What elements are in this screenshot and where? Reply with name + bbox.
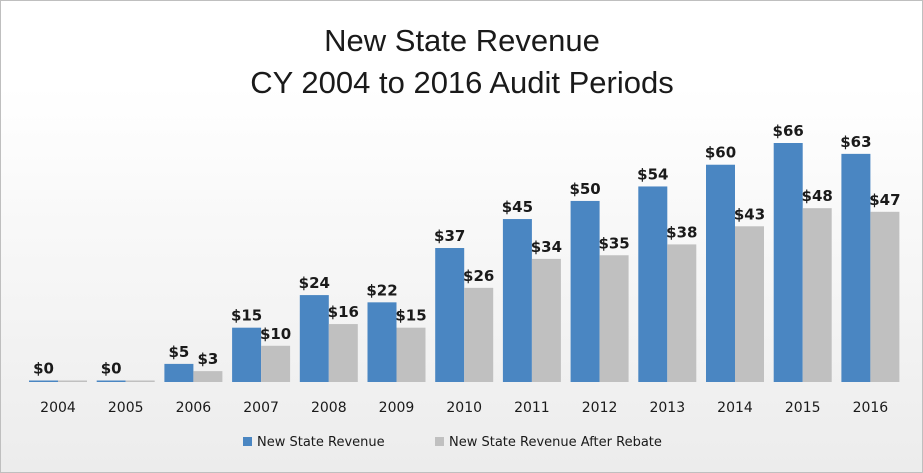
bar-new-state-revenue-2009 xyxy=(367,302,397,382)
data-label-new-state-revenue-2011: $45 xyxy=(502,198,533,216)
bar-new-state-revenue-after-rebate-2009 xyxy=(396,327,426,382)
bar-new-state-revenue-after-rebate-2016 xyxy=(870,211,900,382)
data-label-new-state-revenue-after-rebate-2006: $3 xyxy=(197,350,218,368)
data-label-new-state-revenue-after-rebate-2007: $10 xyxy=(260,325,291,343)
x-tick-labels: 2004 2005 2006 2007 2008 2009 2010 2011 2012 2013… xyxy=(40,400,888,416)
legend-label-after-rebate: New State Revenue After Rebate xyxy=(449,435,662,450)
data-label-new-state-revenue-after-rebate-2010: $26 xyxy=(463,267,494,285)
bar-new-state-revenue-2007 xyxy=(232,327,262,382)
data-label-new-state-revenue-2016: $63 xyxy=(840,133,871,151)
legend: New State Revenue New State Revenue Afte… xyxy=(243,435,662,450)
data-label-new-state-revenue-2013: $54 xyxy=(637,165,668,183)
bar-new-state-revenue-after-rebate-2013 xyxy=(667,244,697,382)
data-labels-layer: $0 $0$5 $3$15$10$24$16$22$15$37$26$45$34$5… xyxy=(33,122,900,378)
chart-title-line-2: CY 2004 to 2016 Audit Periods xyxy=(250,65,673,100)
x-tick-label-2006: 2006 xyxy=(176,400,212,416)
data-label-new-state-revenue-2005: $0 xyxy=(101,360,122,378)
data-label-new-state-revenue-2010: $37 xyxy=(434,227,465,245)
data-label-new-state-revenue-after-rebate-2012: $35 xyxy=(598,234,629,252)
data-label-new-state-revenue-2007: $15 xyxy=(231,307,262,325)
bar-new-state-revenue-after-rebate-2012 xyxy=(599,255,629,382)
bar-new-state-revenue-after-rebate-2005 xyxy=(125,380,155,382)
legend-label-new-state-revenue: New State Revenue xyxy=(257,435,385,450)
x-tick-label-2016: 2016 xyxy=(853,400,889,416)
data-label-new-state-revenue-after-rebate-2016: $47 xyxy=(869,191,900,209)
x-tick-label-2005: 2005 xyxy=(108,400,144,416)
data-label-new-state-revenue-after-rebate-2009: $15 xyxy=(395,307,426,325)
bar-new-state-revenue-after-rebate-2006 xyxy=(193,371,223,382)
chart-title-line-1: New State Revenue xyxy=(324,23,600,58)
x-tick-label-2012: 2012 xyxy=(582,400,618,416)
data-label-new-state-revenue-after-rebate-2013: $38 xyxy=(666,223,697,241)
bar-new-state-revenue-2015 xyxy=(773,143,803,382)
x-tick-label-2011: 2011 xyxy=(514,400,550,416)
x-tick-label-2008: 2008 xyxy=(311,400,347,416)
bar-new-state-revenue-after-rebate-2008 xyxy=(328,324,358,382)
bar-new-state-revenue-2016 xyxy=(841,153,871,382)
data-label-new-state-revenue-after-rebate-2011: $34 xyxy=(531,238,562,256)
bar-new-state-revenue-2012 xyxy=(570,200,600,382)
legend-swatch-after-rebate xyxy=(435,437,444,446)
data-label-new-state-revenue-2015: $66 xyxy=(773,122,804,140)
bar-new-state-revenue-after-rebate-2004 xyxy=(58,380,87,382)
x-tick-label-2004: 2004 xyxy=(40,400,76,416)
data-label-new-state-revenue-2009: $22 xyxy=(366,281,397,299)
data-label-new-state-revenue-2014: $60 xyxy=(705,144,736,162)
x-tick-label-2015: 2015 xyxy=(785,400,821,416)
data-label-new-state-revenue-after-rebate-2015: $48 xyxy=(802,187,833,205)
data-label-new-state-revenue-after-rebate-2008: $16 xyxy=(328,303,359,321)
x-tick-label-2009: 2009 xyxy=(379,400,415,416)
bar-new-state-revenue-2011 xyxy=(502,219,532,382)
data-label-new-state-revenue-2006: $5 xyxy=(168,343,189,361)
bar-new-state-revenue-2004 xyxy=(29,380,58,382)
x-tick-label-2014: 2014 xyxy=(717,400,753,416)
x-tick-label-2007: 2007 xyxy=(243,400,279,416)
data-label-new-state-revenue-2004: $0 xyxy=(33,360,54,378)
bar-new-state-revenue-after-rebate-2010 xyxy=(464,287,494,382)
data-label-new-state-revenue-after-rebate-2014: $43 xyxy=(734,205,765,223)
data-label-new-state-revenue-2008: $24 xyxy=(299,274,330,292)
bar-new-state-revenue-after-rebate-2014 xyxy=(735,226,764,382)
data-label-new-state-revenue-2012: $50 xyxy=(569,180,600,198)
bar-new-state-revenue-2014 xyxy=(706,164,735,382)
x-tick-label-2013: 2013 xyxy=(649,400,685,416)
bar-new-state-revenue-2005 xyxy=(96,380,126,382)
bar-new-state-revenue-after-rebate-2011 xyxy=(531,258,561,382)
bar-new-state-revenue-2013 xyxy=(638,186,668,382)
bar-new-state-revenue-after-rebate-2007 xyxy=(261,345,291,382)
bars-layer xyxy=(29,143,900,382)
bar-new-state-revenue-2010 xyxy=(435,248,465,382)
legend-swatch-new-state-revenue xyxy=(243,437,252,446)
bar-new-state-revenue-after-rebate-2015 xyxy=(802,208,832,382)
bar-new-state-revenue-2006 xyxy=(164,363,194,382)
x-tick-label-2010: 2010 xyxy=(446,400,482,416)
bar-new-state-revenue-2008 xyxy=(299,295,329,382)
